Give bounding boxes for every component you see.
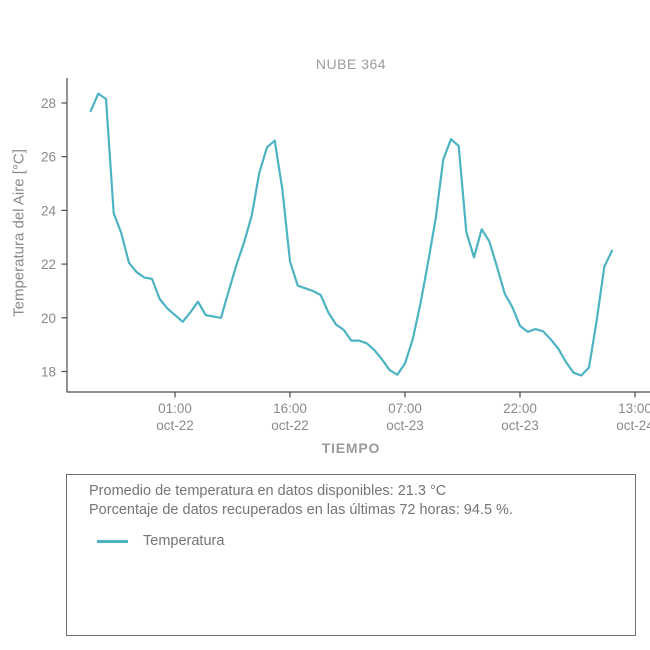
x-tick-date: oct-23 [386,418,424,433]
x-tick-date: oct-22 [271,418,309,433]
x-tick-date: oct-24 [616,418,650,433]
legend-label-temperatura: Temperatura [143,533,225,549]
temperature-chart: NUBE 364 Temperatura del Aire [°C] 18 20 2… [11,56,650,456]
series-line-temperatura [89,92,614,377]
y-tick-label: 22 [41,257,56,272]
y-tick-label: 18 [41,365,56,380]
info-box: Promedio de temperatura en datos disponi… [66,474,636,636]
x-tick-time: 13:00 [618,401,650,416]
y-tick-label: 24 [41,203,57,218]
recovered-data-text: Porcentaje de datos recuperados en las ú… [89,502,513,518]
chart-title: NUBE 364 [315,56,387,72]
avg-temperature-text: Promedio de temperatura en datos disponi… [89,483,447,499]
temperatura-line-swatch [97,539,128,543]
x-tick-time: 01:00 [158,401,192,416]
x-tick-time: 07:00 [388,401,422,416]
x-tick-date: oct-22 [156,418,194,433]
x-tick-time: 22:00 [503,401,537,416]
x-tick-time: 16:00 [273,401,307,416]
x-axis-label: TIEMPO [321,440,381,456]
x-tick-date: oct-23 [501,418,539,433]
y-tick-label: 28 [41,96,56,111]
y-tick-label: 20 [41,311,56,326]
plot-area: 18 20 22 24 26 28 01:00 oct-22 16:00 oct-22 07:00 o… [41,78,650,433]
axis-spine [66,78,650,393]
y-tick-label: 26 [41,150,56,165]
legend-item-temperatura: Temperatura [89,533,625,549]
